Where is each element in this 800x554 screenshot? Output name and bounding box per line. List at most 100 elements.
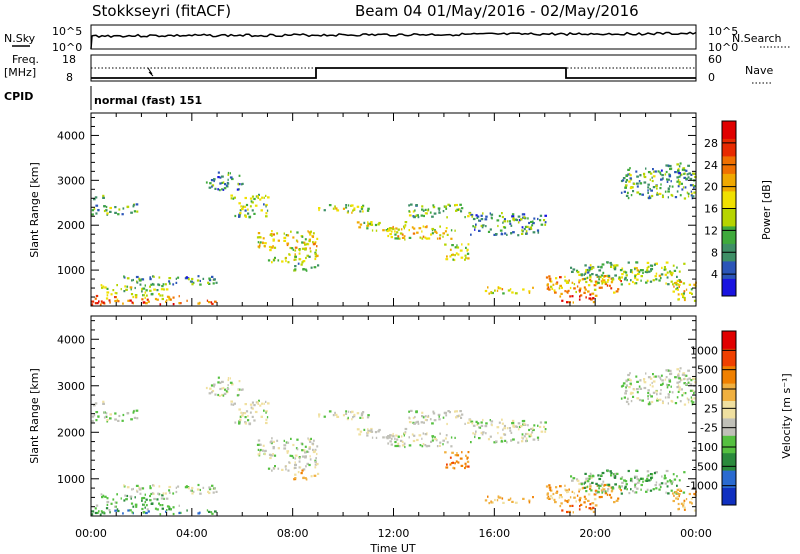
echo-cell xyxy=(639,379,642,382)
echo-cell xyxy=(485,422,488,425)
echo-cell xyxy=(623,396,626,399)
echo-cell xyxy=(669,271,673,274)
echo-cell xyxy=(613,475,616,478)
echo-cell xyxy=(659,173,662,176)
echo-cell xyxy=(648,479,651,482)
echo-cell xyxy=(601,471,605,475)
echo-cell xyxy=(531,220,534,223)
echo-cell xyxy=(670,180,672,183)
echo-cell xyxy=(652,175,656,178)
echo-cell xyxy=(168,280,171,283)
echo-cell xyxy=(632,280,634,284)
echo-cell xyxy=(605,490,607,493)
echo-cell xyxy=(313,474,317,477)
echo-cell xyxy=(691,389,694,392)
echo-cell xyxy=(312,448,314,451)
echo-cell xyxy=(671,272,674,275)
echo-cell xyxy=(105,412,108,415)
echo-cell xyxy=(651,176,653,179)
nsky-tick-top: 10^5 xyxy=(52,25,82,38)
echo-cell xyxy=(496,219,500,222)
echo-cell xyxy=(241,182,244,185)
echo-cell xyxy=(584,288,587,291)
echo-cell xyxy=(294,477,297,480)
echo-cell xyxy=(230,197,233,200)
echo-cell xyxy=(660,374,663,377)
echo-cell xyxy=(120,497,122,500)
echo-cell xyxy=(230,403,233,406)
echo-cell xyxy=(294,255,297,258)
echo-cell xyxy=(685,374,688,377)
echo-cell xyxy=(600,495,603,499)
echo-cell xyxy=(610,472,613,475)
echo-cell xyxy=(583,495,586,498)
echo-cell xyxy=(421,411,424,414)
echo-cell xyxy=(168,282,171,285)
echo-cell xyxy=(117,419,120,422)
nsearch-tick-bottom: 10^0 xyxy=(708,41,738,54)
echo-cell xyxy=(307,230,309,233)
echo-cell xyxy=(685,169,688,172)
echo-cell xyxy=(656,393,658,396)
echo-cell xyxy=(527,424,529,427)
echo-cell xyxy=(306,462,309,465)
echo-cell xyxy=(642,480,644,483)
echo-cell xyxy=(467,257,470,260)
echo-cell xyxy=(188,487,190,490)
echo-cell xyxy=(233,196,236,199)
echo-cell xyxy=(158,502,160,505)
echo-cell xyxy=(583,286,586,289)
echo-cell xyxy=(211,185,213,188)
echo-cell xyxy=(207,281,210,284)
echo-cell xyxy=(663,266,666,269)
echo-cell xyxy=(628,378,631,381)
echo-cell xyxy=(684,172,686,175)
echo-cell xyxy=(382,229,385,232)
echo-cell xyxy=(678,279,681,282)
echo-cell xyxy=(498,287,502,290)
echo-cell xyxy=(532,286,534,289)
echo-cell xyxy=(424,415,427,418)
echo-cell xyxy=(690,190,693,193)
echo-cell xyxy=(449,463,452,466)
echo-cell xyxy=(633,475,637,478)
echo-cell xyxy=(630,488,632,491)
echo-cell xyxy=(431,436,434,439)
echo-cell xyxy=(286,243,289,247)
echo-cell xyxy=(606,493,609,496)
echo-cell xyxy=(692,377,695,380)
echo-cell xyxy=(268,245,272,249)
echo-cell xyxy=(265,215,268,218)
echo-cell xyxy=(588,477,591,480)
echo-cell xyxy=(239,418,242,421)
echo-cell xyxy=(475,420,478,423)
echo-cell xyxy=(449,255,452,258)
echo-cell xyxy=(166,295,170,298)
echo-cell xyxy=(102,194,105,197)
echo-cell xyxy=(272,245,274,248)
echo-cell xyxy=(560,502,563,505)
echo-cell xyxy=(274,465,276,468)
echo-cell xyxy=(232,197,235,200)
echo-cell xyxy=(650,268,653,271)
echo-cell xyxy=(667,393,670,396)
colorbar-tick: 16 xyxy=(704,203,718,216)
echo-cell xyxy=(310,230,312,233)
echo-cell xyxy=(575,500,577,503)
echo-cell xyxy=(362,411,365,414)
echo-cell xyxy=(614,264,617,267)
echo-cell xyxy=(640,488,642,491)
echo-cell xyxy=(551,287,554,290)
echo-cell xyxy=(503,427,506,430)
echo-cell xyxy=(678,479,681,482)
echo-cell xyxy=(377,223,380,226)
echo-cell xyxy=(362,204,365,207)
echo-cell xyxy=(267,467,271,470)
echo-cell xyxy=(212,491,215,494)
echo-cell xyxy=(678,270,681,273)
colorbar-swatch xyxy=(722,261,736,279)
echo-cell xyxy=(367,428,369,431)
echo-cell xyxy=(682,372,686,375)
echo-cell xyxy=(230,194,233,197)
